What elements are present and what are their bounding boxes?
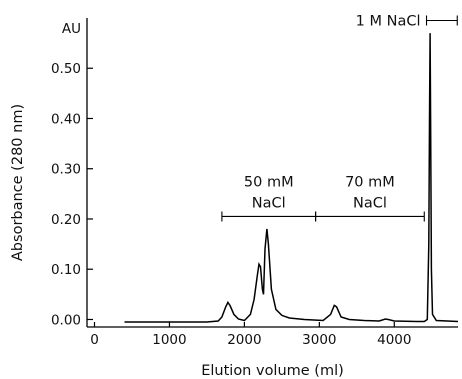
elution-step-annotation: 1 M NaCl [356,14,458,30]
annotation-label: 1 M NaCl [356,14,421,30]
annotation-label: NaCl [252,195,286,211]
elution-step-annotation: 70 mM NaCl [315,174,425,222]
range-bracket [315,211,425,222]
y-axis-unit: AU [62,21,81,37]
annotation-label: 70 mM [345,174,395,190]
y-ticks: 0.00 0.10 0.20 0.30 0.40 0.50 [51,61,93,328]
x-tick-label: 3000 [302,332,336,348]
axes [86,18,458,328]
absorbance-trace [124,33,459,323]
y-tick-label: 0.30 [51,162,81,178]
y-tick-label: 0.20 [51,212,81,228]
annotation-label: NaCl [353,195,387,211]
x-axis-title: Elution volume (ml) [201,363,344,379]
range-bracket [425,15,458,26]
y-tick-label: 0.00 [51,312,81,328]
annotation-label: 50 mM [244,174,294,190]
y-tick-label: 0.40 [51,111,81,127]
x-tick-label: 1000 [152,332,186,348]
x-tick-label: 4000 [377,332,411,348]
range-bracket [221,211,317,222]
x-ticks: 0 1000 2000 3000 4000 [90,322,411,348]
elution-step-annotation: 50 mM NaCl [221,174,317,222]
y-axis-title: Absorbance (280 nm) [10,104,26,261]
x-tick-label: 2000 [227,332,261,348]
y-tick-label: 0.10 [51,262,81,278]
annotations: 50 mM NaCl 70 mM NaCl 1 M NaCl [221,14,458,222]
y-tick-label: 0.50 [51,61,81,77]
x-tick-label: 0 [90,332,99,348]
